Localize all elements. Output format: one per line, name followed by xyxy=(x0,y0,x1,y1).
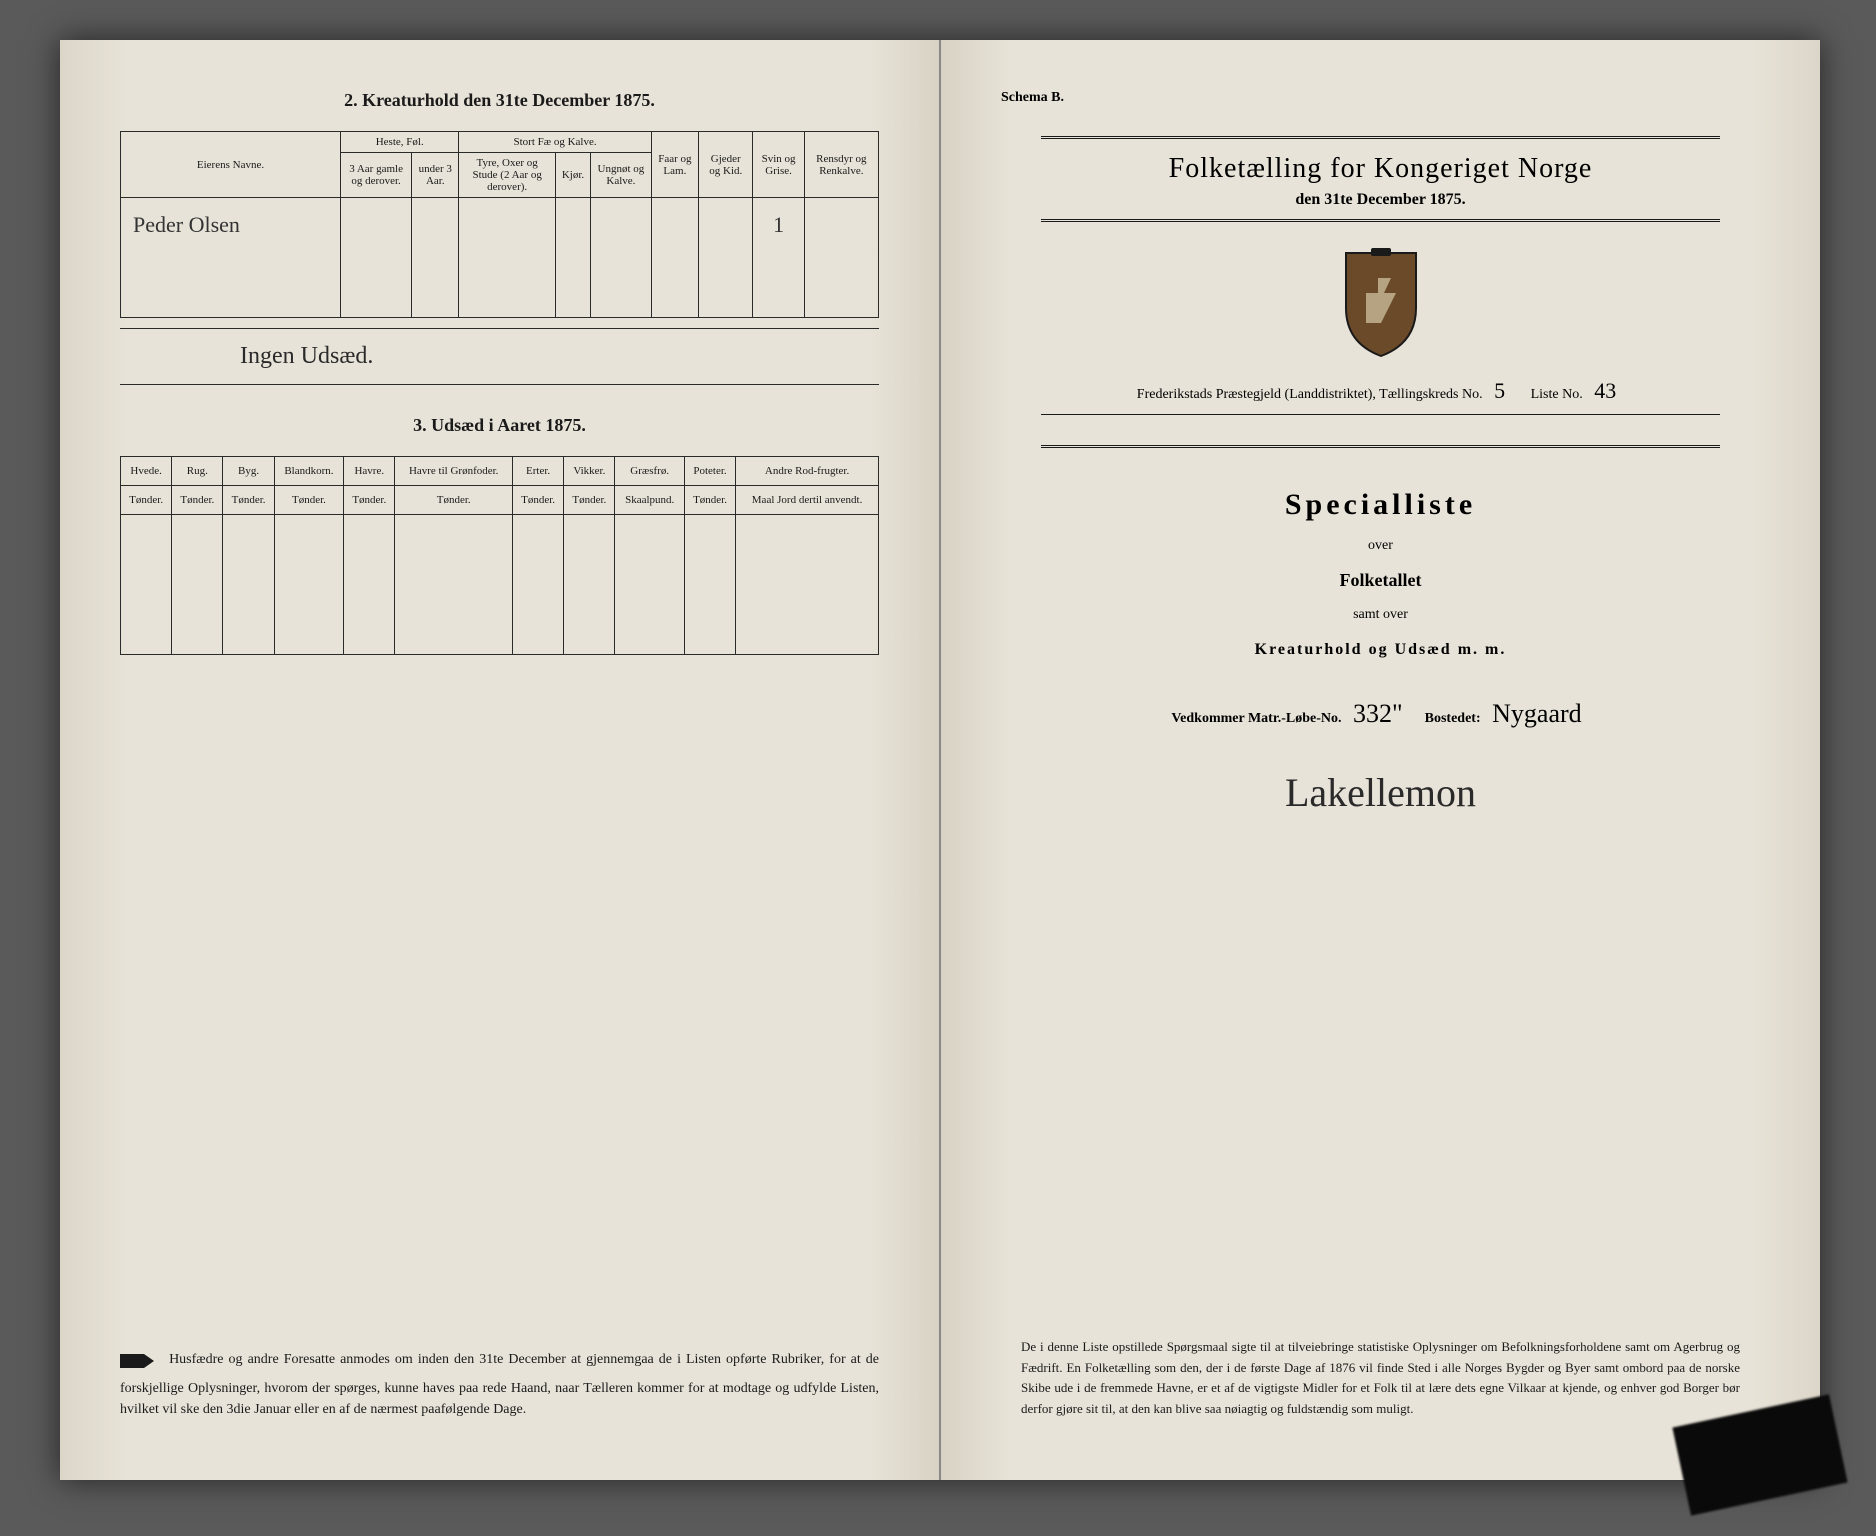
margin-note: Ingen Udsæd. xyxy=(120,328,879,385)
uh-8: Græsfrø. xyxy=(615,457,684,486)
us-6: Tønder. xyxy=(512,486,563,515)
cell-rensdyr xyxy=(804,198,878,318)
col-ungnot: Ungnøt og Kalve. xyxy=(591,153,652,198)
cell-kjor xyxy=(555,198,590,318)
ub-9 xyxy=(684,515,735,655)
cell-svin: 1 xyxy=(753,198,804,318)
group-stort: Stort Fæ og Kalve. xyxy=(459,132,651,153)
uh-4: Havre. xyxy=(344,457,395,486)
specialliste-title: Specialliste xyxy=(1001,488,1760,522)
udsad-head-row2: Tønder. Tønder. Tønder. Tønder. Tønder. … xyxy=(121,486,879,515)
district-prefix: Frederikstads Præstegjeld (Landdistrikte… xyxy=(1137,387,1483,402)
left-page: 2. Kreaturhold den 31te December 1875. E… xyxy=(60,40,941,1480)
us-8: Skaalpund. xyxy=(615,486,684,515)
signature: Lakellemon xyxy=(1001,769,1760,816)
bostedet-label: Bostedet: xyxy=(1425,711,1481,726)
cell-heste2 xyxy=(412,198,459,318)
liste-label: Liste No. xyxy=(1531,387,1583,402)
uh-9: Poteter. xyxy=(684,457,735,486)
liste-no: 43 xyxy=(1586,378,1624,403)
col-kjor: Kjør. xyxy=(555,153,590,198)
us-10: Maal Jord dertil anvendt. xyxy=(736,486,879,515)
section3-title: 3. Udsæd i Aaret 1875. xyxy=(120,415,879,436)
cell-ungnot xyxy=(591,198,652,318)
group-heste: Heste, Føl. xyxy=(341,132,459,153)
col-faar: Faar og Lam. xyxy=(651,132,698,198)
col-svin: Svin og Grise. xyxy=(753,132,804,198)
ub-8 xyxy=(615,515,684,655)
uh-1: Rug. xyxy=(172,457,223,486)
col-heste-3aar: 3 Aar gamle og derover. xyxy=(341,153,412,198)
col-heste-under3: under 3 Aar. xyxy=(412,153,459,198)
kreatur-label: Kreaturhold og Udsæd m. m. xyxy=(1001,641,1760,659)
us-3: Tønder. xyxy=(274,486,343,515)
udsad-head-row1: Hvede. Rug. Byg. Blandkorn. Havre. Havre… xyxy=(121,457,879,486)
census-date: den 31te December 1875. xyxy=(1041,191,1720,209)
uh-2: Byg. xyxy=(223,457,274,486)
ub-7 xyxy=(564,515,615,655)
us-1: Tønder. xyxy=(172,486,223,515)
kreds-no: 5 xyxy=(1486,378,1513,403)
coat-of-arms-icon xyxy=(1336,248,1426,358)
kreatur-table: Eierens Navne. Heste, Føl. Stort Fæ og K… xyxy=(120,131,879,318)
schema-label: Schema B. xyxy=(1001,90,1760,106)
col-rensdyr: Rensdyr og Renkalve. xyxy=(804,132,878,198)
col-gjeder: Gjeder og Kid. xyxy=(699,132,753,198)
pointer-hand-icon xyxy=(120,1351,154,1378)
census-title-box: Folketælling for Kongeriget Norge den 31… xyxy=(1041,136,1720,222)
matr-label: Vedkommer Matr.-Løbe-No. xyxy=(1171,711,1341,726)
samt-over-label: samt over xyxy=(1001,607,1760,623)
ub-6 xyxy=(512,515,563,655)
owner-header: Eierens Navne. xyxy=(121,132,341,198)
left-footer: Husfædre og andre Foresatte anmodes om i… xyxy=(120,1349,879,1420)
owner-name: Peder Olsen xyxy=(121,198,341,318)
udsad-table: Hvede. Rug. Byg. Blandkorn. Havre. Havre… xyxy=(120,456,879,655)
cell-heste1 xyxy=(341,198,412,318)
left-footer-text: Husfædre og andre Foresatte anmodes om i… xyxy=(120,1352,879,1417)
ub-1 xyxy=(172,515,223,655)
matr-no: 332" xyxy=(1345,699,1411,728)
us-4: Tønder. xyxy=(344,486,395,515)
district-line: Frederikstads Præstegjeld (Landdistrikte… xyxy=(1041,378,1720,415)
ub-0 xyxy=(121,515,172,655)
uh-7: Vikker. xyxy=(564,457,615,486)
section2-title: 2. Kreaturhold den 31te December 1875. xyxy=(120,90,879,111)
cell-tyre xyxy=(459,198,555,318)
over-label: over xyxy=(1001,538,1760,554)
uh-6: Erter. xyxy=(512,457,563,486)
ub-4 xyxy=(344,515,395,655)
uh-3: Blandkorn. xyxy=(274,457,343,486)
cell-gjeder xyxy=(699,198,753,318)
us-0: Tønder. xyxy=(121,486,172,515)
book-spread: 2. Kreaturhold den 31te December 1875. E… xyxy=(60,40,1820,1480)
ub-10 xyxy=(736,515,879,655)
us-5: Tønder. xyxy=(395,486,513,515)
table-row: Peder Olsen 1 xyxy=(121,198,879,318)
us-7: Tønder. xyxy=(564,486,615,515)
right-page: Schema B. Folketælling for Kongeriget No… xyxy=(941,40,1820,1480)
rule-1 xyxy=(1041,445,1720,448)
ub-2 xyxy=(223,515,274,655)
ub-5 xyxy=(395,515,513,655)
col-tyre: Tyre, Oxer og Stude (2 Aar og derover). xyxy=(459,153,555,198)
uh-5: Havre til Grønfoder. xyxy=(395,457,513,486)
uh-10: Andre Rod-frugter. xyxy=(736,457,879,486)
right-footer: De i denne Liste opstillede Spørgsmaal s… xyxy=(1021,1337,1740,1420)
udsad-body-row xyxy=(121,515,879,655)
matr-line: Vedkommer Matr.-Løbe-No. 332" Bostedet: … xyxy=(1001,699,1760,729)
folketallet-label: Folketallet xyxy=(1001,570,1760,591)
uh-0: Hvede. xyxy=(121,457,172,486)
cell-faar xyxy=(651,198,698,318)
us-9: Tønder. xyxy=(684,486,735,515)
census-title: Folketælling for Kongeriget Norge xyxy=(1041,153,1720,185)
bostedet-value: Nygaard xyxy=(1484,699,1590,728)
ub-3 xyxy=(274,515,343,655)
us-2: Tønder. xyxy=(223,486,274,515)
